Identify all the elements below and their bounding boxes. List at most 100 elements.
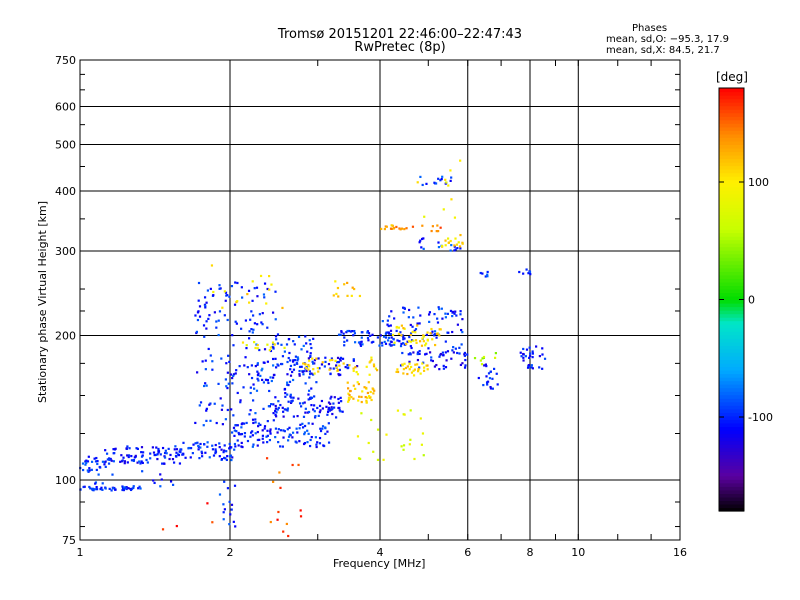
- echo-point: [107, 462, 111, 465]
- echo-point: [220, 448, 223, 451]
- echo-point: [401, 351, 404, 355]
- echo-point: [286, 409, 289, 412]
- echo-point: [366, 331, 369, 334]
- echo-point: [101, 460, 105, 463]
- echo-point: [348, 329, 351, 333]
- echo-point: [263, 348, 267, 351]
- echo-point: [352, 359, 355, 362]
- echo-point: [299, 405, 303, 408]
- colorbar-segment: [719, 324, 744, 329]
- echo-point: [352, 358, 355, 361]
- echo-point: [329, 402, 332, 405]
- echo-point: [494, 351, 497, 355]
- echo-point: [257, 422, 261, 425]
- echo-point: [261, 367, 264, 370]
- echo-point: [239, 401, 242, 404]
- echo-point: [417, 367, 420, 371]
- echo-point: [132, 485, 135, 488]
- echo-point: [192, 443, 195, 446]
- echo-point: [311, 360, 314, 363]
- colorbar-segment: [719, 162, 744, 167]
- echo-point: [255, 343, 258, 346]
- echo-point: [356, 381, 359, 384]
- echo-point: [298, 365, 302, 369]
- colorbar-segment: [719, 288, 744, 294]
- colorbar-segment: [719, 239, 744, 244]
- echo-point: [241, 341, 245, 344]
- echo-point: [389, 344, 392, 347]
- echo-point: [218, 284, 221, 287]
- echo-point: [197, 448, 200, 451]
- echo-point: [225, 385, 228, 388]
- echo-point: [277, 428, 280, 431]
- echo-point: [178, 462, 182, 465]
- axis-ticks: 1 2 4 6 8 10 16 75 100 200 300 400 500 600 750: [55, 54, 687, 559]
- colorbar-segment: [719, 193, 744, 198]
- echo-point: [294, 355, 298, 358]
- echo-point: [410, 339, 414, 342]
- echo-point: [388, 343, 391, 346]
- echo-point: [266, 343, 269, 346]
- echo-point: [258, 313, 261, 316]
- echo-point: [248, 373, 251, 376]
- echo-point: [272, 411, 275, 415]
- echo-point: [348, 394, 351, 397]
- colorbar-segment: [719, 422, 744, 427]
- echo-point: [99, 466, 102, 469]
- echo-point: [381, 319, 384, 323]
- echo-point: [328, 409, 332, 412]
- colorbar-segment: [719, 366, 744, 371]
- echo-point: [228, 447, 231, 450]
- echo-point: [389, 324, 392, 327]
- echo-point: [266, 326, 269, 329]
- colorbar-segment: [719, 345, 744, 350]
- echo-point: [217, 333, 220, 337]
- echo-point: [399, 331, 402, 334]
- echo-point: [305, 342, 308, 345]
- echo-point: [127, 455, 130, 459]
- echo-point: [308, 359, 311, 362]
- echo-point: [86, 460, 90, 463]
- echo-point: [281, 306, 284, 310]
- echo-point: [312, 368, 315, 371]
- echo-point: [123, 486, 126, 489]
- echo-point: [291, 463, 294, 467]
- echo-point: [207, 317, 210, 321]
- echo-point: [522, 352, 525, 356]
- echo-point: [239, 433, 242, 436]
- echo-point: [152, 479, 155, 482]
- echo-point: [438, 355, 441, 358]
- colorbar-segment: [719, 415, 744, 420]
- echo-point: [228, 295, 231, 298]
- echo-point: [356, 435, 360, 438]
- echo-point: [309, 342, 312, 346]
- echo-point: [126, 454, 129, 457]
- echo-point: [95, 485, 98, 489]
- echo-point: [412, 369, 415, 372]
- echo-point: [421, 337, 424, 340]
- colorbar-segment: [719, 172, 744, 177]
- echo-point: [352, 369, 355, 373]
- echo-point: [254, 432, 257, 435]
- echo-point: [212, 290, 215, 294]
- echo-point: [531, 350, 534, 353]
- echo-point: [454, 237, 457, 240]
- echo-point: [184, 456, 187, 459]
- echo-point: [303, 401, 306, 404]
- echo-point: [486, 275, 489, 278]
- echo-point: [260, 369, 263, 372]
- echo-point: [153, 481, 156, 485]
- echo-point: [411, 325, 414, 328]
- echo-point: [403, 362, 406, 365]
- colorbar-segment: [719, 295, 744, 301]
- echo-point: [313, 362, 316, 365]
- echo-point: [366, 336, 370, 340]
- colorbar-segment: [719, 232, 744, 237]
- echo-point: [404, 366, 408, 370]
- echo-point: [104, 460, 107, 463]
- echo-point: [419, 417, 422, 420]
- echo-point: [464, 364, 467, 367]
- echo-point: [110, 489, 113, 492]
- echo-point: [130, 454, 133, 458]
- echo-point: [228, 360, 231, 364]
